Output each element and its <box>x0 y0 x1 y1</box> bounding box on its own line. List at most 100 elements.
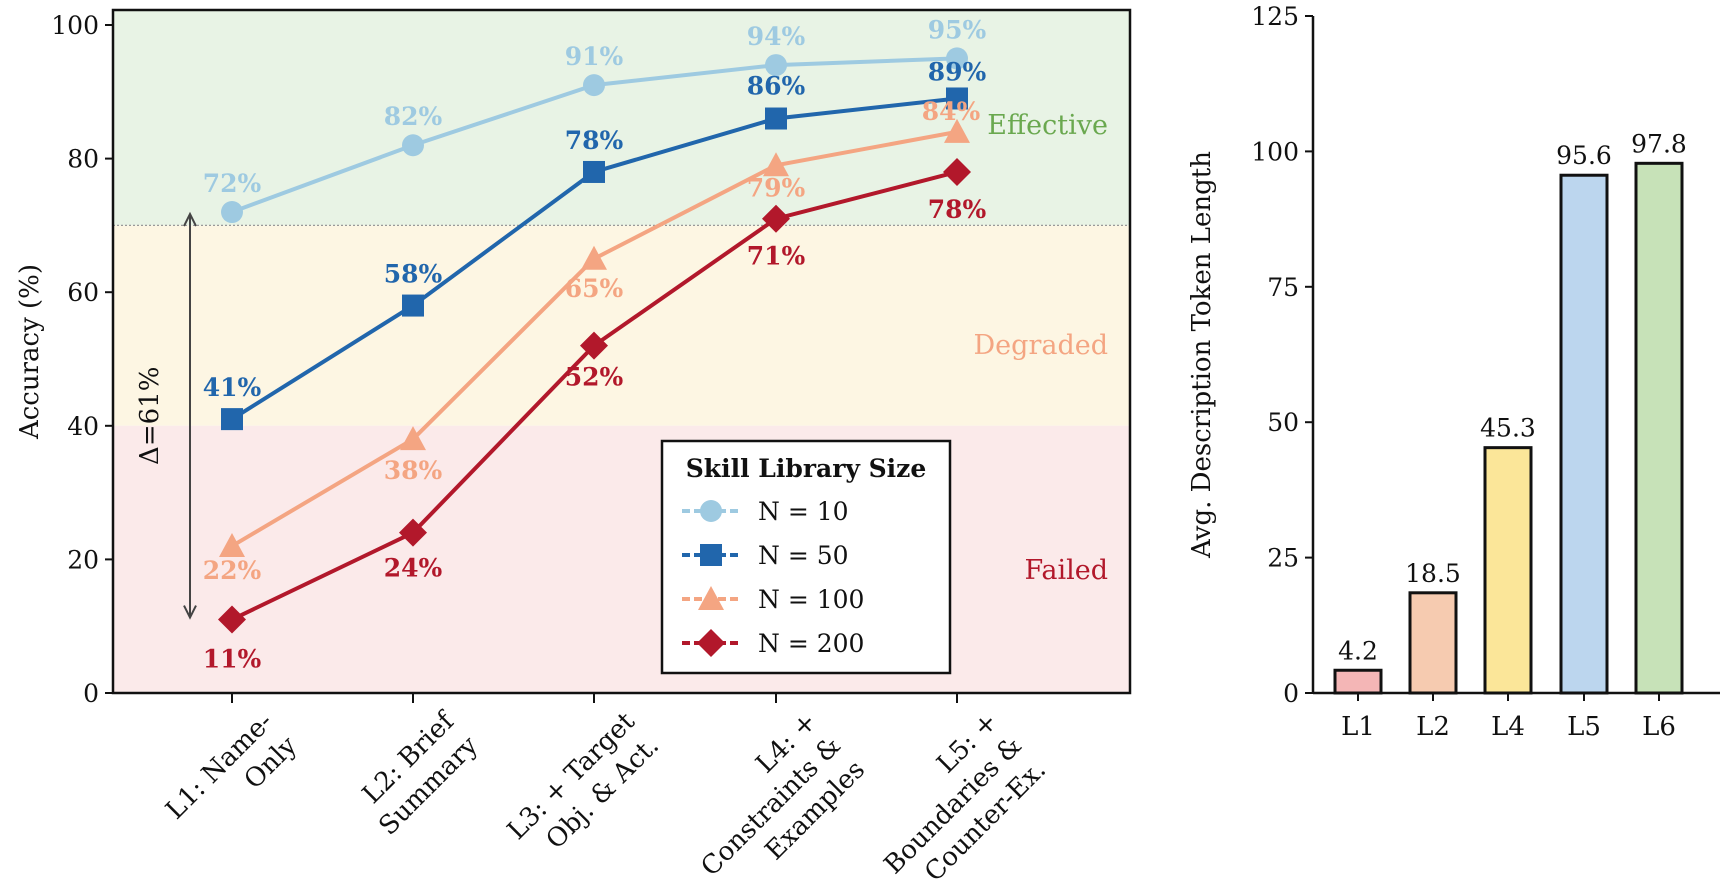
marker-circle <box>765 54 787 77</box>
y-tick-label: 20 <box>67 545 99 574</box>
legend: Skill Library Size N = 10 N = 50 N = 100 N =… <box>660 439 952 675</box>
data-label: 94% <box>747 22 806 51</box>
y-axis-label: Accuracy (%) <box>15 264 45 440</box>
zone-label: Effective <box>987 110 1108 141</box>
data-label: 89% <box>928 57 987 86</box>
y-tick-label: 125 <box>1251 2 1299 31</box>
y-axis-label: Avg. Description Token Length <box>1187 151 1217 559</box>
marker-diamond <box>697 629 725 657</box>
marker-square <box>221 408 243 431</box>
series-n=100: 22% 38% 65% 79% 84% <box>203 97 981 585</box>
x-tick-label: L1: Name-Only <box>160 707 303 850</box>
y-tick-label: 0 <box>1283 679 1299 708</box>
marker-square <box>765 107 787 130</box>
bar-value-label: 95.6 <box>1556 141 1612 170</box>
legend-entry: N = 50 <box>758 541 849 570</box>
y-tick-label: 75 <box>1267 273 1299 302</box>
data-label: 95% <box>928 15 987 44</box>
data-label: 82% <box>384 102 443 131</box>
marker-triangle <box>400 426 426 451</box>
data-label: 72% <box>203 169 262 198</box>
x-tick-label: L5 <box>1567 712 1601 742</box>
marker-diamond <box>943 157 971 186</box>
marker-circle <box>402 134 424 157</box>
data-label: 91% <box>565 42 624 71</box>
y-tick-label: 60 <box>67 278 99 307</box>
legend-title: Skill Library Size <box>686 454 927 483</box>
zone-band <box>113 10 1130 226</box>
marker-triangle <box>219 533 245 558</box>
zone-label: Degraded <box>974 330 1108 361</box>
marker-diamond <box>399 518 427 547</box>
legend-entry: N = 10 <box>758 497 849 526</box>
data-label: 24% <box>384 554 443 583</box>
marker-square <box>583 160 605 183</box>
token-length-bar-chart: 0 25 50 75 100 125 Avg. Description Token Leng… <box>1187 2 1720 742</box>
y-tick-label: 25 <box>1267 544 1299 573</box>
data-label: 41% <box>203 373 262 402</box>
x-tick-label: L6 <box>1642 712 1676 742</box>
zone-band <box>113 425 1130 693</box>
series-n=200: 11% 24% 52% 71% 78% <box>203 157 987 674</box>
marker-diamond <box>580 331 608 360</box>
data-label: 79% <box>747 173 806 202</box>
marker-square <box>700 544 722 566</box>
data-label: 84% <box>922 97 981 126</box>
marker-circle <box>583 74 605 97</box>
bar <box>1634 161 1684 695</box>
zone-label: Failed <box>1024 555 1108 586</box>
y-tick-label: 40 <box>67 412 99 441</box>
accuracy-line-chart: Effective Degraded Failed 0 20 40 60 80 100 Accur… <box>15 8 1132 896</box>
x-tick-label: L1 <box>1341 712 1375 742</box>
marker-circle <box>946 47 968 70</box>
data-label: 65% <box>565 274 624 303</box>
x-tick-label: L3: + TargetObj. & Act. <box>502 706 665 869</box>
data-label: 71% <box>747 242 806 271</box>
marker-square <box>946 87 968 110</box>
bar-value-label: 4.2 <box>1338 636 1378 665</box>
bar-value-label: 45.3 <box>1480 414 1536 443</box>
x-tick-label: L2: BriefSummary <box>349 705 485 841</box>
y-tick-label: 100 <box>1251 137 1299 166</box>
bar <box>1408 591 1458 695</box>
x-tick-label: L4: +Constraints &Examples <box>671 707 871 896</box>
bar <box>1559 173 1609 695</box>
marker-triangle <box>581 245 607 270</box>
x-tick-label: L4 <box>1491 712 1525 742</box>
x-tick-label: L2 <box>1416 712 1450 742</box>
delta-arrowhead-bottom <box>183 605 197 620</box>
data-label: 86% <box>747 72 806 101</box>
plot-frame <box>111 8 1132 695</box>
legend-entry: N = 200 <box>758 629 864 658</box>
marker-triangle <box>698 586 724 610</box>
y-tick-label: 0 <box>83 679 99 708</box>
series-n=10: 72% 82% 91% 94% 95% <box>203 15 987 224</box>
marker-diamond <box>762 204 790 233</box>
delta-label: Δ=61% <box>135 367 165 465</box>
marker-diamond <box>218 605 246 634</box>
marker-square <box>402 294 424 317</box>
data-label: 78% <box>928 195 987 224</box>
data-label: 52% <box>565 363 624 392</box>
data-label: 58% <box>384 260 443 289</box>
y-tick-label: 80 <box>67 145 99 174</box>
marker-circle <box>700 500 722 522</box>
y-tick-label: 50 <box>1267 408 1299 437</box>
marker-triangle <box>944 118 970 143</box>
marker-circle <box>221 201 243 224</box>
data-label: 11% <box>203 645 262 674</box>
data-label: 78% <box>565 126 624 155</box>
data-label: 38% <box>384 456 443 485</box>
data-label: 22% <box>203 556 262 585</box>
bar <box>1333 668 1383 695</box>
legend-entry: N = 100 <box>758 585 864 614</box>
x-tick-label: L5: +Boundaries &Counter-Ex. <box>855 707 1052 896</box>
bar <box>1483 446 1533 695</box>
marker-triangle <box>763 152 789 177</box>
series-n=50: 41% 58% 78% 86% 89% <box>203 57 987 431</box>
bar-value-label: 97.8 <box>1631 129 1687 158</box>
delta-arrowhead-top <box>183 211 197 227</box>
bar-value-label: 18.5 <box>1405 559 1461 588</box>
y-tick-label: 100 <box>51 11 99 40</box>
